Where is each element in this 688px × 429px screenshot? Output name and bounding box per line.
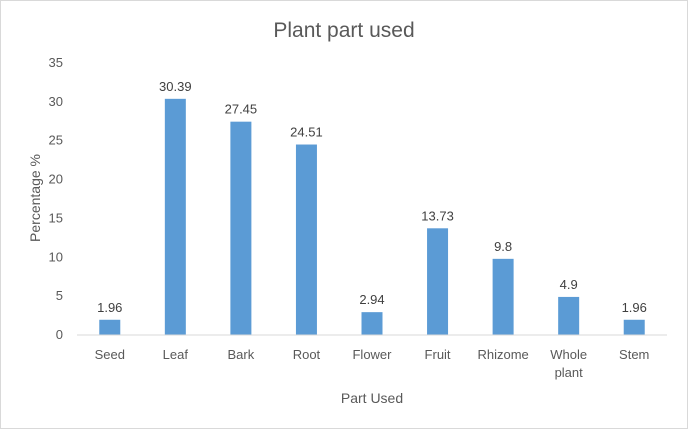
y-tick-label-7: 35 [49, 55, 63, 70]
data-label-4: 2.94 [359, 292, 384, 307]
data-label-2: 27.45 [225, 102, 258, 117]
x-tick-label-0: Seed [95, 347, 125, 362]
y-tick-label-3: 15 [49, 210, 63, 225]
chart-title: Plant part used [273, 19, 414, 42]
data-label-7: 4.9 [560, 277, 578, 292]
y-tick-label-1: 5 [56, 288, 63, 303]
data-label-8: 1.96 [622, 300, 647, 315]
x-tick-label-1: Leaf [163, 347, 189, 362]
y-axis-title: Percentage % [27, 154, 43, 242]
data-label-3: 24.51 [290, 125, 323, 140]
y-tick-label-0: 0 [56, 327, 63, 342]
y-tick-label-2: 10 [49, 249, 63, 264]
data-label-6: 9.8 [494, 239, 512, 254]
y-tick-label-5: 25 [49, 133, 63, 148]
y-tick-label-4: 20 [49, 172, 63, 187]
x-tick-label-3: Root [293, 347, 321, 362]
x-tick-label-2: Bark [228, 347, 255, 362]
bar-whole-plant [558, 296, 580, 335]
bar-fruit [427, 228, 449, 335]
bar-seed [99, 319, 121, 335]
x-tick-label-7: Whole plant [550, 347, 587, 380]
bar-bark [230, 121, 252, 335]
bar-rhizome [492, 258, 514, 335]
data-label-0: 1.96 [97, 300, 122, 315]
x-tick-label-6: Rhizome [477, 347, 528, 362]
x-tick-label-5: Fruit [425, 347, 451, 362]
data-label-1: 30.39 [159, 79, 192, 94]
y-tick-label-6: 30 [49, 94, 63, 109]
bar-leaf [164, 98, 186, 335]
bar-root [295, 144, 317, 335]
data-label-5: 13.73 [421, 208, 454, 223]
x-tick-label-4: Flower [352, 347, 392, 362]
x-axis-title: Part Used [341, 390, 403, 406]
bar-stem [623, 319, 645, 335]
bar-flower [361, 312, 383, 335]
x-tick-label-8: Stem [619, 347, 649, 362]
